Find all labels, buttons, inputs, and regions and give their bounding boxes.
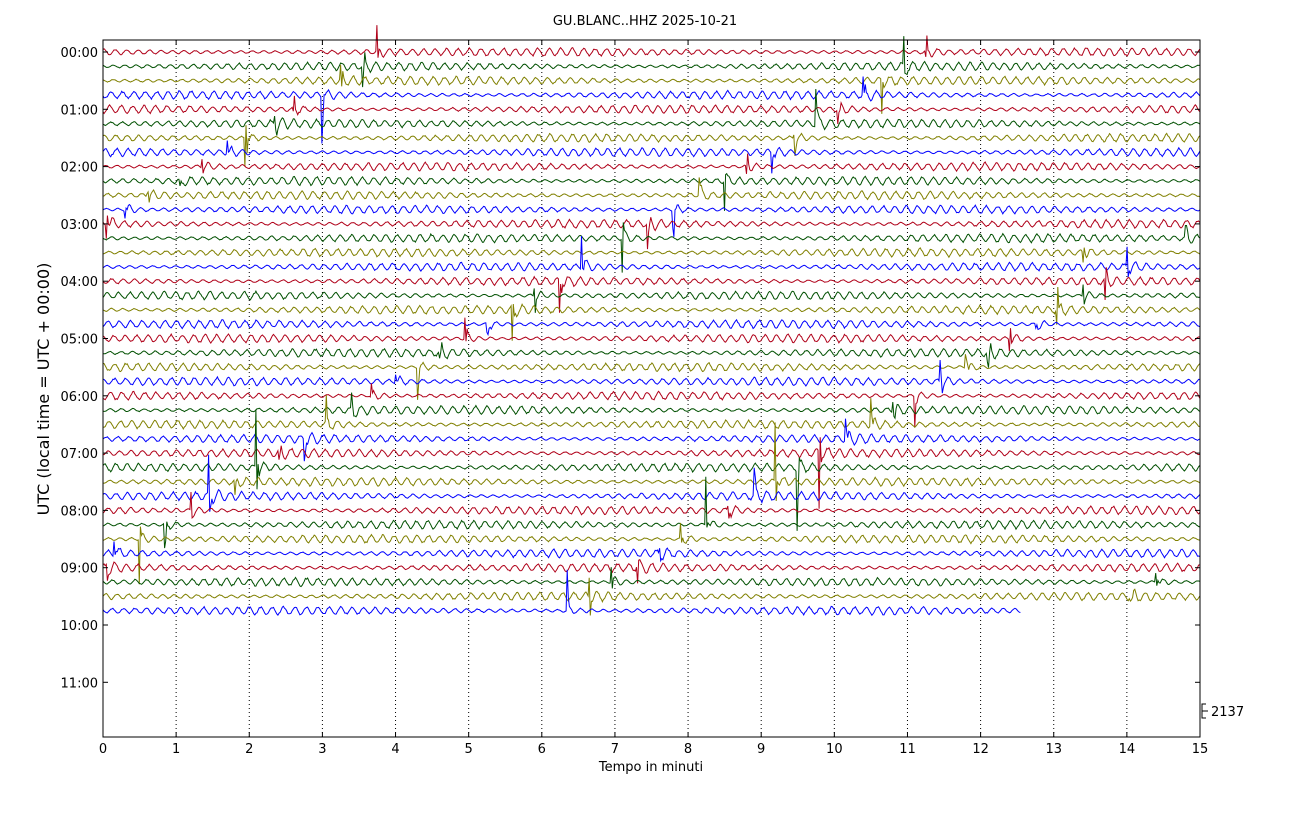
trace-line [102,215,1201,250]
trace-line [102,422,1201,502]
y-tick-label: 08:00 [61,504,98,519]
y-tick-label: 03:00 [61,218,98,233]
trace-line [102,286,1201,341]
trace-line [102,95,1201,125]
x-tick-label: 2 [245,742,253,757]
y-tick-label: 10:00 [61,619,98,634]
trace-line [102,354,1201,400]
trace-line [102,392,1201,420]
y-axis-label: UTC (local time = UTC + 00:00) [34,263,53,516]
trace-line [102,125,1201,167]
trace-line [102,418,1200,462]
trace-line [102,203,1201,237]
x-tick-label: 7 [611,742,619,757]
trace-line [102,64,1200,114]
x-tick-label: 15 [1192,742,1209,757]
y-tick-label: 04:00 [61,275,98,290]
x-tick-label: 12 [972,742,989,757]
trace-line [102,222,1201,273]
trace-line [102,454,1201,512]
x-tick-label: 13 [1045,742,1062,757]
trace-line [102,284,1200,313]
trace-line [102,25,1201,58]
trace-line [102,153,1201,174]
trace-line [102,140,1201,174]
y-tick-label: 06:00 [61,390,98,405]
y-tick-label: 05:00 [61,333,98,348]
y-tick-label: 01:00 [61,103,98,118]
trace-line [102,577,1201,616]
trace-line [102,318,1200,337]
trace-line [102,235,1200,277]
trace-line [102,76,1201,144]
trace-line [102,395,1200,430]
trace-line [102,177,1200,203]
x-tick-label: 10 [826,742,843,757]
trace-line [102,359,1200,394]
trace-line [102,317,1200,352]
trace-line [102,567,1200,589]
x-axis-label: Tempo in minuti [598,760,703,775]
trace-line [102,88,1200,136]
x-tick-label: 4 [391,742,399,757]
trace-line [102,491,1201,520]
trace-line [102,569,1021,617]
x-tick-label: 0 [99,742,107,757]
x-tick-label: 1 [172,742,180,757]
trace-line [102,247,1200,263]
y-tick-label: 00:00 [61,46,98,61]
scale-label: 2137 [1211,705,1244,720]
x-tick-label: 9 [757,742,765,757]
scale-bracket [1201,703,1208,719]
y-tick-label: 11:00 [61,676,98,691]
trace-line [102,409,1201,531]
seismogram-traces [102,25,1201,617]
trace-line [103,342,1200,368]
trace-line [102,36,1200,88]
trace-line [102,172,1200,211]
trace-line [102,541,1200,563]
x-tick-label: 6 [538,742,546,757]
x-tick-label: 8 [684,742,692,757]
grid-lines [175,40,1128,737]
x-tick-label: 3 [318,742,326,757]
trace-line [102,522,1200,585]
x-tick-label: 5 [465,742,473,757]
trace-line [102,476,1200,549]
plot-frame [102,39,1201,738]
y-axis-ticks: 00:00 01:00 02:00 03:00 04:00 05:00 06:00 07:00… [61,46,1200,691]
trace-line [102,559,1200,584]
x-axis-ticks: 0 1 2 3 4 5 6 7 8 9 10 11 12 13 14 15 [99,40,1208,757]
x-tick-label: 14 [1119,742,1136,757]
trace-line [102,383,1201,428]
trace-line [102,437,1200,509]
y-tick-label: 09:00 [61,562,98,577]
trace-line [102,267,1201,313]
y-tick-label: 02:00 [61,161,98,176]
y-tick-label: 07:00 [61,447,98,462]
chart-title: GU.BLANC..HHZ 2025-10-21 [553,14,737,29]
x-tick-label: 11 [899,742,916,757]
